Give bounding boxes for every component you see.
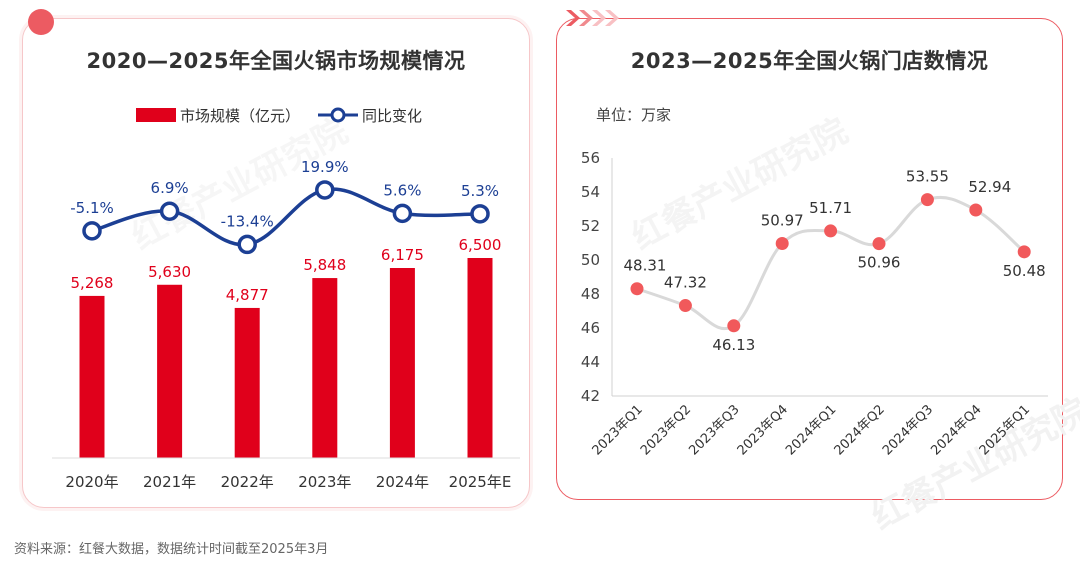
growth-label: -5.1% [70, 199, 114, 217]
y-tick-label: 48 [581, 285, 600, 303]
store-count-label: 52.94 [968, 178, 1011, 196]
store-count-point [727, 319, 741, 333]
bar-value-label: 5,848 [303, 256, 346, 274]
store-count-label: 51.71 [809, 199, 852, 217]
x-tick-label: 2023年Q3 [686, 402, 742, 458]
x-tick-label: 2024年Q3 [880, 402, 936, 458]
left-chart-panel: 2020—2025年全国火锅市场规模情况 [22, 9, 530, 508]
x-tick-label: 2020年 [65, 473, 118, 491]
store-count-point [920, 193, 934, 207]
x-tick-label: 2024年Q1 [783, 402, 839, 458]
growth-point [237, 234, 257, 255]
store-count-label: 47.32 [664, 274, 707, 292]
growth-label: 5.6% [383, 181, 421, 199]
chevron-icon [592, 10, 606, 26]
legend-line-marker [330, 107, 346, 123]
x-tick-label: 2025年E [449, 473, 512, 491]
store-count-point [872, 237, 886, 251]
y-tick-label: 50 [581, 251, 600, 269]
store-count-label: 53.55 [906, 168, 949, 186]
bar [312, 278, 338, 458]
bar-value-label: 4,877 [226, 286, 269, 304]
store-count-label: 50.96 [858, 254, 901, 272]
x-tick-label: 2023年Q2 [638, 402, 694, 458]
y-tick-label: 46 [581, 319, 600, 337]
unit-label: 单位：万家 [596, 106, 672, 124]
growth-point [470, 204, 490, 224]
store-count-point [824, 224, 838, 238]
growth-point [82, 221, 102, 241]
x-tick-label: 2024年 [376, 473, 429, 491]
legend-bar-swatch [136, 108, 176, 122]
store-count-label: 48.31 [624, 257, 667, 275]
chevron-icon [579, 10, 593, 26]
growth-label: 19.9% [301, 158, 349, 176]
store-count-label: 46.13 [712, 336, 755, 354]
x-tick-label: 2024年Q2 [832, 402, 888, 458]
chevron-icon [605, 10, 619, 26]
bar [467, 258, 493, 458]
growth-label: 5.3% [461, 182, 499, 200]
growth-label: 6.9% [151, 179, 189, 197]
store-count-label: 50.48 [1003, 262, 1046, 280]
x-tick-label: 2023年Q1 [590, 402, 646, 458]
legend-bar-label: 市场规模（亿元） [180, 107, 300, 125]
store-count-point [630, 282, 644, 296]
legend-line-label: 同比变化 [362, 107, 422, 125]
y-tick-label: 52 [581, 217, 600, 235]
growth-point [392, 203, 413, 224]
y-tick-label: 42 [581, 387, 600, 405]
growth-label: -13.4% [221, 212, 274, 230]
store-count-point [678, 299, 692, 313]
bar-value-label: 5,268 [71, 274, 114, 292]
left-chart-title: 2020—2025年全国火锅市场规模情况 [86, 49, 466, 73]
bar-value-label: 5,630 [148, 263, 191, 281]
y-tick-label: 54 [581, 183, 600, 201]
growth-point [315, 180, 335, 200]
store-count-point [775, 237, 789, 251]
watermark-text: 红餐产业研究院 [625, 111, 854, 258]
x-tick-label: 2022年 [221, 473, 274, 491]
store-count-label: 50.97 [761, 212, 804, 230]
chevron-icon [566, 10, 580, 26]
corner-dot [28, 9, 54, 35]
growth-point [159, 201, 180, 221]
x-tick-label: 2023年Q4 [735, 402, 791, 458]
store-count-point [1017, 245, 1031, 259]
right-chart-panel: 2023—2025年全国火锅门店数情况 [556, 18, 1063, 500]
right-chart-title: 2023—2025年全国火锅门店数情况 [630, 49, 989, 73]
x-tick-label: 2023年 [298, 473, 351, 491]
bar-value-label: 6,175 [381, 246, 424, 264]
bar [79, 295, 105, 458]
bar [389, 268, 415, 458]
source-note: 资料来源：红餐大数据，数据统计时间截至2025年3月 [14, 542, 329, 557]
x-tick-label: 2021年 [143, 473, 196, 491]
y-tick-label: 56 [581, 149, 600, 167]
bar [157, 284, 183, 458]
store-count-point [969, 203, 983, 217]
bar-value-label: 6,500 [459, 236, 502, 254]
y-tick-label: 44 [581, 353, 600, 371]
bar [234, 307, 260, 458]
